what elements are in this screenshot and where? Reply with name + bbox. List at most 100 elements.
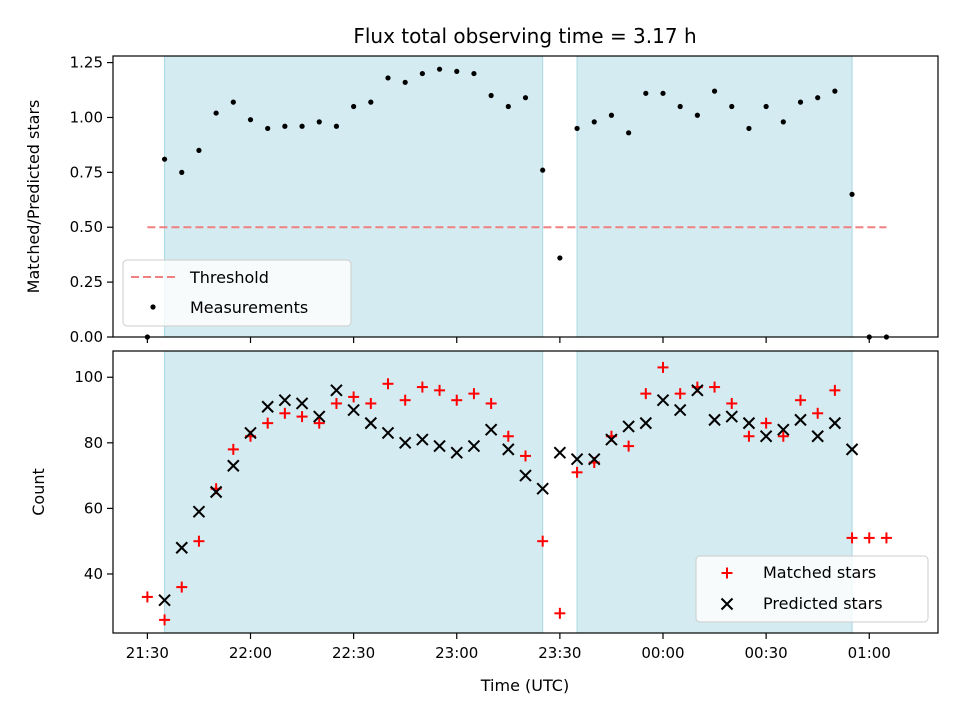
predicted-star-point [519, 469, 532, 482]
predicted-star-point [742, 416, 756, 430]
measurement-point [385, 75, 391, 81]
legend-measurements-swatch [150, 304, 156, 310]
matched-star-point [227, 443, 239, 455]
top-y-tick-label: 1.00 [70, 108, 103, 126]
predicted-star-point [364, 416, 378, 430]
x-stroke-b [364, 416, 378, 430]
predicted-star-point [278, 393, 292, 407]
measurement-point [746, 125, 752, 132]
x-tick-label: 00:00 [641, 644, 684, 662]
measurement-point [402, 79, 408, 85]
measurement-point [265, 125, 271, 132]
matched-star-point [777, 430, 789, 442]
x-stroke-b [261, 400, 274, 413]
top-axes-frame [112, 55, 939, 338]
top-panel: 0.00 0.25 0.50 0.75 1.00 1.25 Matched/Predicte… [24, 54, 939, 346]
measurement-point [282, 123, 288, 129]
matched-star-point [279, 407, 291, 419]
bottom-y-tick-label: 100 [74, 368, 103, 386]
series-predicted-stars [158, 384, 859, 607]
matched-star-point [537, 535, 549, 547]
x-stroke-b [725, 410, 738, 423]
predicted-star-point [536, 482, 549, 495]
measurement-point [488, 92, 494, 99]
top-y-axis-label: Matched/Predicted stars [24, 100, 43, 294]
matched-star-point [571, 466, 583, 478]
measurement-point [247, 117, 254, 123]
matched-star-point [880, 532, 892, 544]
matched-star-point [623, 440, 635, 452]
measurement-point [660, 90, 666, 96]
x-stroke-b [536, 482, 549, 495]
measurement-point [299, 123, 305, 129]
measurement-point [351, 103, 357, 110]
x-tick-label: 23:30 [538, 644, 581, 662]
matched-star-point [451, 394, 463, 406]
matched-star-point [502, 430, 514, 442]
matched-star-point [863, 532, 875, 544]
measurement-point [832, 88, 838, 94]
predicted-star-point [209, 485, 223, 499]
x-stroke-b [759, 430, 773, 443]
matched-star-point [812, 407, 824, 419]
predicted-star-point [227, 459, 240, 472]
x-stroke-b [673, 403, 687, 417]
predicted-star-point [416, 433, 429, 446]
matched-star-point [657, 361, 669, 373]
measurement-point [677, 103, 683, 110]
measurement-point [626, 130, 632, 136]
measurement-point [522, 95, 529, 101]
x-tick-label: 21:30 [126, 644, 169, 662]
x-axis-label: Time (UTC) [480, 676, 569, 695]
matched-star-point [399, 394, 411, 406]
x-stroke-b [742, 416, 756, 430]
matched-star-point [520, 450, 531, 462]
matched-star-point [193, 535, 205, 547]
matched-star-point [313, 417, 325, 429]
measurement-point [196, 147, 202, 153]
predicted-star-point [656, 393, 670, 407]
matched-star-point [141, 591, 153, 603]
x-tick-label: 23:00 [435, 644, 478, 662]
predicted-star-point [639, 416, 653, 430]
predicted-star-point [261, 400, 274, 413]
measurement-point [815, 95, 821, 101]
top-y-tick-label: 0.00 [70, 328, 103, 346]
bottom-y-tick-label: 80 [84, 434, 103, 452]
x-stroke-b [828, 416, 842, 430]
measurement-point [711, 88, 718, 94]
measurement-point [591, 119, 597, 125]
x-stroke-b [605, 433, 618, 446]
x-stroke-b [708, 413, 721, 427]
predicted-star-point [759, 430, 773, 443]
x-stroke-b [588, 453, 601, 466]
matched-star-point [674, 388, 686, 400]
bottom-panel: 40 60 80 100 21:30 22:00 22:30 23:00 23:30 00:00 0… [29, 350, 939, 662]
x-tick-label: 00:30 [745, 644, 788, 662]
bottom-legend: Matched stars Predicted stars [695, 555, 929, 623]
matched-star-point [846, 532, 858, 544]
legend-threshold-label: Threshold [189, 268, 269, 287]
predicted-star-point [777, 423, 790, 436]
x-stroke-b [244, 426, 257, 440]
x-stroke-b [502, 443, 515, 456]
predicted-star-point [158, 594, 171, 607]
matched-star-point [348, 391, 360, 403]
x-stroke-b [656, 393, 670, 407]
measurement-point [454, 68, 460, 74]
measurement-point [471, 70, 477, 77]
matched-star-point [365, 397, 377, 409]
matched-star-point [296, 411, 308, 423]
measurement-point [333, 123, 340, 129]
measurement-point [540, 167, 546, 173]
measurement-point [179, 169, 185, 175]
x-stroke-b [398, 436, 412, 450]
top-y-tick-label: 1.25 [70, 54, 103, 72]
measurement-point [213, 110, 219, 116]
top-y-tick-label: 0.50 [70, 218, 103, 236]
x-tick-label: 01:00 [848, 644, 891, 662]
matched-star-point [262, 417, 274, 429]
predicted-star-point [467, 439, 481, 453]
x-stroke-b [330, 384, 343, 397]
measurement-point [608, 112, 615, 118]
